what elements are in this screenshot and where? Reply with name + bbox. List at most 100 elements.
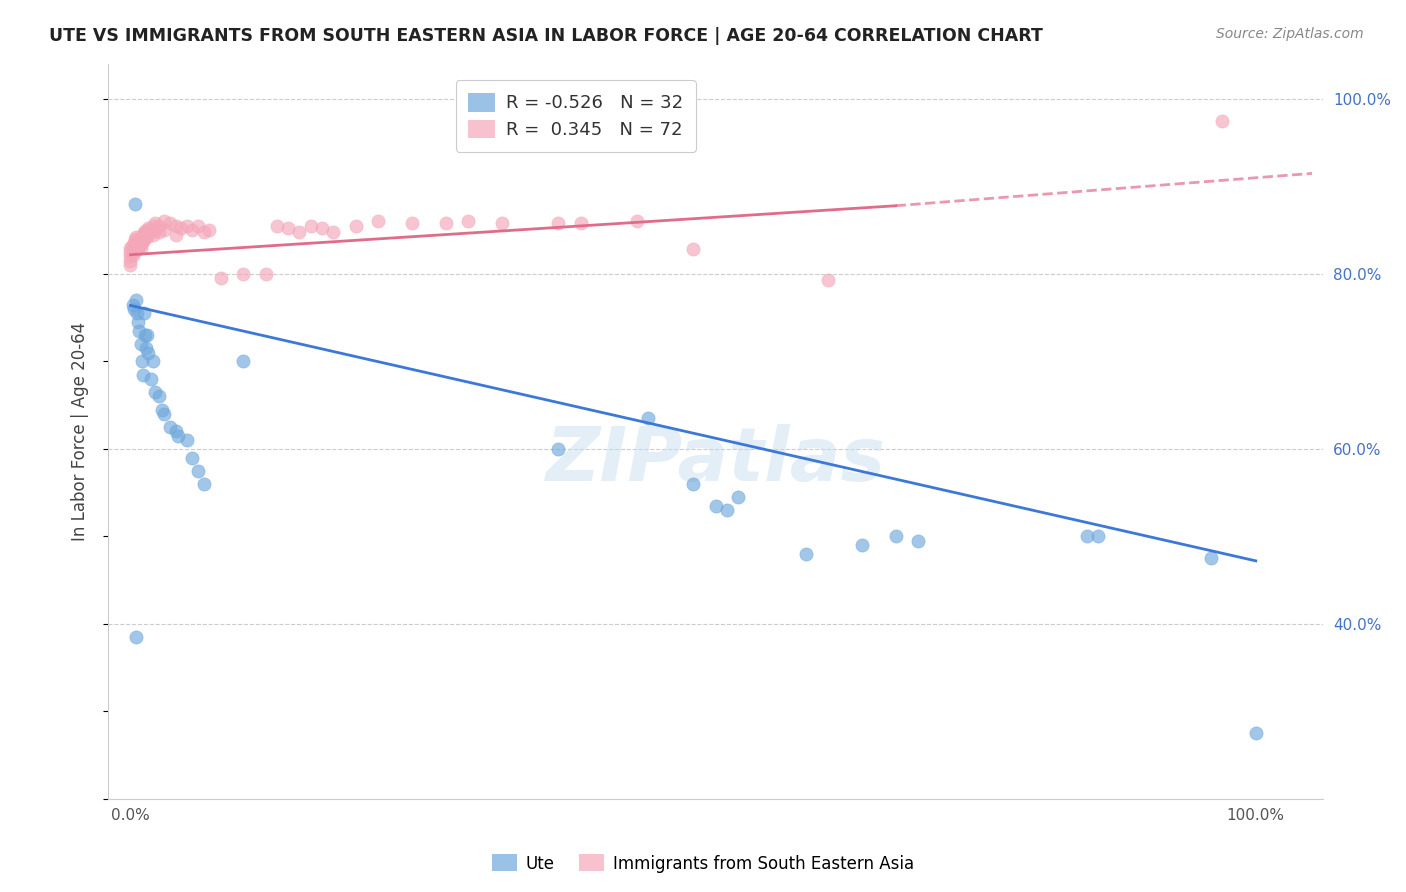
Point: [143, 216, 166, 230]
Point: [142, 219, 165, 233]
Point: [125, 236, 148, 251]
Point: [143, 385, 166, 400]
Point: [131, 354, 153, 368]
Point: [1076, 529, 1098, 543]
Point: [142, 354, 165, 368]
Point: [165, 425, 187, 439]
Point: [132, 227, 155, 242]
Point: [367, 214, 389, 228]
Point: [127, 315, 149, 329]
Point: [135, 227, 157, 242]
Point: [132, 368, 155, 382]
Point: [569, 216, 592, 230]
Point: [121, 248, 143, 262]
Text: UTE VS IMMIGRANTS FROM SOUTH EASTERN ASIA IN LABOR FORCE | AGE 20-64 CORRELATION: UTE VS IMMIGRANTS FROM SOUTH EASTERN ASI…: [49, 27, 1043, 45]
Point: [142, 227, 165, 242]
Point: [128, 324, 150, 338]
Point: [122, 301, 145, 316]
Legend: R = -0.526   N = 32, R =  0.345   N = 72: R = -0.526 N = 32, R = 0.345 N = 72: [456, 80, 696, 152]
Point: [232, 354, 254, 368]
Text: ZIPatlas: ZIPatlas: [546, 425, 886, 498]
Point: [134, 328, 156, 343]
Point: [132, 234, 155, 248]
Point: [1199, 551, 1222, 566]
Point: [1087, 529, 1109, 543]
Point: [120, 245, 142, 260]
Point: [170, 221, 193, 235]
Point: [125, 243, 148, 257]
Point: [193, 225, 215, 239]
Point: [794, 547, 817, 561]
Point: [138, 221, 160, 235]
Point: [124, 241, 146, 255]
Point: [1244, 726, 1267, 740]
Point: [124, 232, 146, 246]
Point: [209, 271, 232, 285]
Point: [122, 236, 145, 251]
Point: [127, 243, 149, 257]
Point: [136, 328, 159, 343]
Point: [153, 214, 176, 228]
Point: [181, 223, 204, 237]
Point: [148, 389, 170, 403]
Point: [165, 219, 187, 233]
Point: [254, 267, 277, 281]
Point: [181, 450, 204, 465]
Point: [322, 225, 344, 239]
Point: [128, 232, 150, 246]
Point: [138, 345, 160, 359]
Point: [434, 216, 457, 230]
Point: [148, 225, 170, 239]
Legend: Ute, Immigrants from South Eastern Asia: Ute, Immigrants from South Eastern Asia: [485, 847, 921, 880]
Point: [193, 476, 215, 491]
Text: Source: ZipAtlas.com: Source: ZipAtlas.com: [1216, 27, 1364, 41]
Point: [166, 429, 188, 443]
Point: [121, 239, 143, 253]
Point: [704, 499, 727, 513]
Point: [401, 216, 423, 230]
Point: [187, 464, 209, 478]
Point: [127, 234, 149, 248]
Point: [266, 219, 288, 233]
Point: [125, 230, 148, 244]
Point: [277, 221, 299, 235]
Point: [129, 234, 152, 248]
Point: [153, 223, 176, 237]
Point: [129, 241, 152, 255]
Point: [727, 490, 749, 504]
Point: [457, 214, 479, 228]
Point: [176, 433, 198, 447]
Point: [125, 293, 148, 308]
Point: [907, 533, 929, 548]
Point: [143, 223, 166, 237]
Point: [288, 225, 311, 239]
Point: [128, 239, 150, 253]
Point: [135, 341, 157, 355]
Point: [132, 225, 155, 239]
Point: [120, 241, 142, 255]
Point: [232, 267, 254, 281]
Point: [124, 197, 146, 211]
Point: [131, 230, 153, 244]
Point: [311, 221, 333, 235]
Point: [129, 337, 152, 351]
Point: [120, 258, 142, 272]
Point: [817, 273, 839, 287]
Point: [136, 230, 159, 244]
Point: [127, 236, 149, 251]
Point: [139, 372, 162, 386]
Point: [125, 630, 148, 644]
Point: [134, 225, 156, 239]
Point: [165, 227, 187, 242]
Point: [603, 831, 626, 846]
Point: [127, 306, 149, 320]
Point: [491, 216, 513, 230]
Point: [153, 407, 176, 421]
Point: [139, 225, 162, 239]
Point: [122, 245, 145, 260]
Point: [159, 216, 181, 230]
Point: [187, 219, 209, 233]
Y-axis label: In Labor Force | Age 20-64: In Labor Force | Age 20-64: [72, 322, 89, 541]
Point: [344, 219, 367, 233]
Point: [547, 442, 569, 456]
